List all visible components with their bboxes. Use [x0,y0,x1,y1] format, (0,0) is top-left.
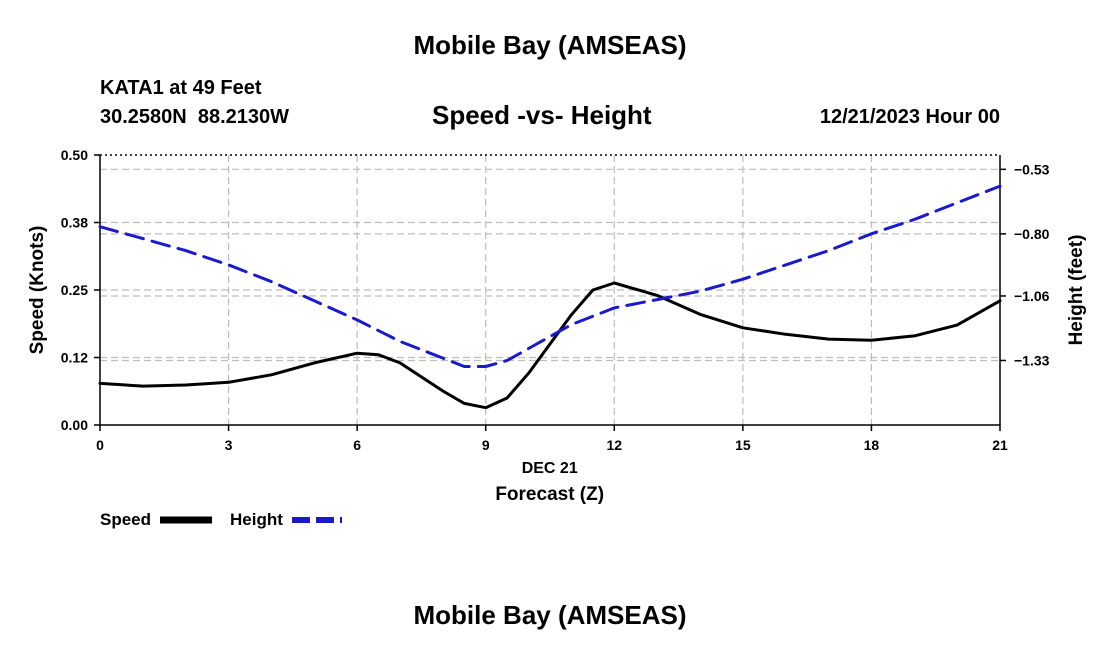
x-date-label: DEC 21 [522,460,578,477]
x-tick-label: 6 [353,437,361,453]
chart-subtitle: Speed -vs- Height [432,100,652,130]
page-title: Mobile Bay (AMSEAS) [413,30,687,60]
y-tick-label: 0.00 [61,417,88,433]
y2-axis-label: Height (feet) [1066,235,1087,346]
x-tick-label: 3 [225,437,233,453]
speed-series-line [98,281,1002,410]
y-tick-label: 0.50 [61,147,88,163]
x-axis-label: Forecast (Z) [495,484,604,505]
station-label: KATA1 at 49 Feet [100,77,262,99]
forecast-date: 12/21/2023 Hour 00 [819,106,1000,128]
legend-height-label: Height [230,510,283,529]
bottom-title: Mobile Bay (AMSEAS) [413,600,687,630]
x-tick-label: 9 [482,437,490,453]
y-tick-label: 0.38 [61,215,88,231]
coordinates-label: 30.2580N 88.2130W [100,106,290,128]
x-tick-label: 21 [992,437,1008,453]
height-series-line [98,184,1002,368]
y2-tick-label: −1.06 [1014,288,1050,304]
x-tick-label: 12 [606,437,622,453]
legend-speed-label: Speed [100,510,151,529]
y-tick-label: 0.12 [61,350,88,366]
x-tick-label: 0 [96,437,104,453]
y-tick-label: 0.25 [61,282,88,298]
y2-tick-label: −0.80 [1014,226,1050,242]
y2-tick-label: −1.33 [1014,352,1050,368]
y-axis-label: Speed (Knots) [27,226,48,355]
x-tick-label: 15 [735,437,751,453]
y2-tick-label: −0.53 [1014,161,1050,177]
x-tick-label: 18 [864,437,880,453]
